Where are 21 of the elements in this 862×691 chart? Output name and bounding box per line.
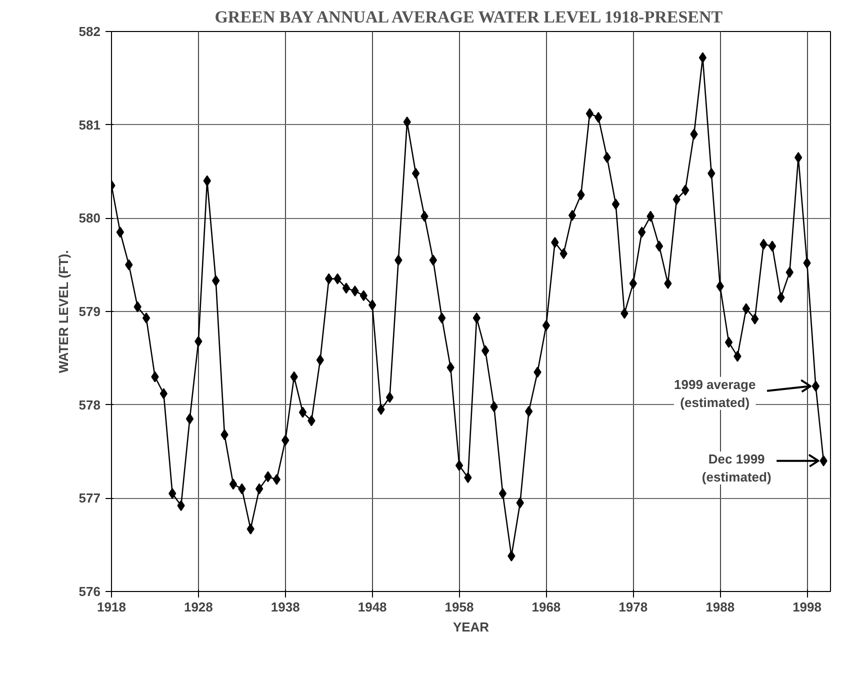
chart-title: GREEN BAY ANNUAL AVERAGE WATER LEVEL 1918-PRESENT <box>214 8 724 26</box>
x-tick-label: 1928 <box>184 600 213 614</box>
y-tick-label: 576 <box>78 584 101 599</box>
x-tick-label: 1958 <box>444 600 474 614</box>
annotation: Dec 1999 (estimated) <box>702 452 772 484</box>
x-tick-label: 1978 <box>618 600 648 614</box>
y-tick-label: 581 <box>78 117 101 132</box>
x-tick-label: 1968 <box>532 600 561 614</box>
y-tick-label: 580 <box>78 210 101 226</box>
y-tick-label: 579 <box>78 304 101 319</box>
x-tick-label: 1998 <box>792 600 822 614</box>
annotation: 1999 average (estimated) <box>674 376 756 410</box>
y-tick-label: 578 <box>78 397 101 412</box>
x-axis-title: YEAR <box>452 620 490 634</box>
y-tick-label: 582 <box>78 24 101 39</box>
x-tick-label: 1988 <box>706 600 735 614</box>
y-axis-title: WATER LEVEL (FT). <box>56 250 71 374</box>
y-tick-label: 577 <box>78 490 101 506</box>
x-tick-label: 1918 <box>97 600 126 614</box>
x-tick-label: 1938 <box>270 600 300 614</box>
x-tick-label: 1948 <box>358 600 387 614</box>
